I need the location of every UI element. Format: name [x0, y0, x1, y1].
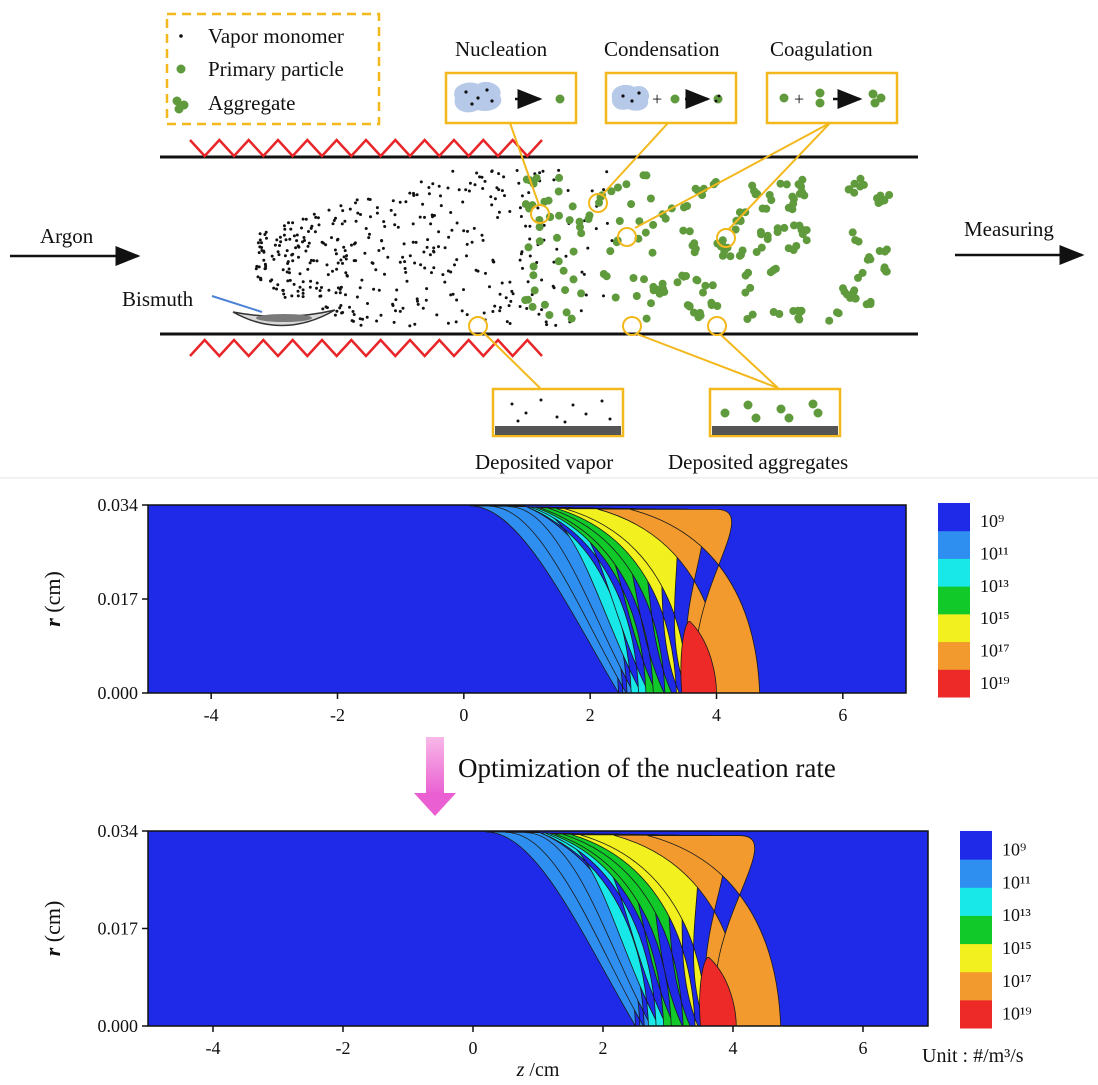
x-tick-label: -4 [206, 1038, 221, 1058]
colorbar-swatch [960, 971, 992, 1001]
colorbar-label: 10⁹ [1002, 839, 1026, 859]
coagulation-title: Coagulation [770, 37, 873, 61]
colorbar-swatch [938, 641, 970, 670]
legend-box [165, 12, 381, 126]
colorbar-label: 10¹¹ [1002, 872, 1031, 892]
colorbar-swatch [960, 999, 992, 1029]
contour-band-3 [524, 832, 652, 1026]
colorbar-swatch [938, 613, 970, 643]
colorbar-swatch [960, 887, 992, 916]
colorbar-label: 10¹⁷ [1002, 971, 1032, 991]
measuring-label: Measuring [964, 217, 1054, 241]
colorbar-label: 10¹⁹ [1002, 1004, 1032, 1024]
optimization-arrow [414, 737, 456, 816]
contour-core [680, 620, 717, 693]
x-tick-label: 0 [459, 705, 468, 725]
x-tick-label: 2 [599, 1038, 608, 1058]
x-axis-label: z /cm [516, 1059, 560, 1081]
y-tick-label: 0.000 [98, 1016, 139, 1036]
contour-band-12 [647, 835, 782, 1026]
y-axis-label: r (cm) [40, 901, 65, 957]
coagulation-inset: + [765, 71, 899, 125]
x-tick-label: -4 [204, 705, 219, 725]
colorbar-label: 10¹⁵ [1002, 938, 1032, 958]
deposited-aggregates-inset [708, 387, 842, 438]
contour-band-4 [526, 506, 642, 693]
colorbar-label: 10⁹ [980, 511, 1004, 531]
colorbar-label: 10¹⁷ [980, 641, 1010, 661]
y-tick-label: 0.017 [98, 919, 139, 939]
y-axis-label: r (cm) [40, 571, 65, 627]
x-tick-label: 0 [469, 1038, 478, 1058]
x-tick-label: 4 [712, 705, 721, 725]
vapor-monomer-symbol [179, 34, 183, 38]
legend-primary-particle: Primary particle [208, 57, 344, 81]
schematic-panel: Vapor monomer Primary particle Aggregate… [10, 12, 1085, 474]
y-tick-label: 0.034 [98, 495, 139, 515]
bismuth-label: Bismuth [122, 287, 194, 311]
nucleation-rate-plot-top: -4 -2 0 2 4 6 0.000 0.017 0.034 r (cm) 10⁹ 10¹¹ 10¹³… [40, 495, 1010, 725]
y-tick-label: 0.017 [98, 589, 139, 609]
colorbar-label: 10¹¹ [980, 544, 1009, 564]
argon-label: Argon [40, 224, 94, 248]
x-tick-label: 2 [586, 705, 595, 725]
colorbar-swatch [938, 586, 970, 615]
svg-text:+: + [794, 89, 804, 109]
y-tick-label: 0.034 [98, 821, 139, 841]
x-tick-label: 6 [859, 1038, 868, 1058]
x-tick-label: -2 [330, 705, 345, 725]
svg-text:+: + [652, 89, 662, 109]
nucleation-title: Nucleation [455, 37, 548, 61]
bismuth-pointer [211, 295, 263, 313]
x-tick-label: -2 [336, 1038, 351, 1058]
legend-aggregate: Aggregate [208, 91, 295, 115]
heater-coil-top [189, 138, 543, 158]
colorbar-label: 10¹⁹ [980, 673, 1010, 693]
colorbar-swatch [960, 831, 992, 860]
x-tick-label: 6 [838, 705, 847, 725]
bismuth-melt [256, 314, 312, 322]
unit-label: Unit : #/m³/s [922, 1045, 1024, 1067]
optimization-text: Optimization of the nucleation rate [458, 753, 836, 783]
colorbar-swatch [938, 530, 970, 559]
colorbar-label: 10¹⁵ [980, 608, 1010, 628]
colorbar-swatch [960, 915, 992, 945]
colorbar-swatch [938, 558, 970, 587]
y-tick-label: 0.000 [98, 683, 139, 703]
colorbar-swatch [938, 669, 970, 698]
nucleation-rate-plot-bottom: -4 -2 0 2 4 6 0.000 0.017 0.034 r (cm) z /cm 10⁹ 10¹… [40, 821, 1032, 1081]
contour-core [699, 956, 737, 1026]
x-tick-label: 4 [729, 1038, 738, 1058]
colorbar-label: 10¹³ [1002, 905, 1031, 925]
condensation-inset: + [604, 71, 738, 125]
contour-band-4 [541, 832, 660, 1026]
primary-particle-symbol [176, 64, 186, 74]
particle-cloud [254, 168, 894, 328]
deposited-vapor-inset [491, 387, 625, 438]
colorbar-swatch [960, 943, 992, 973]
deposited-vapor-label: Deposited vapor [475, 450, 613, 474]
legend-vapor-monomer: Vapor monomer [208, 24, 344, 48]
heater-coil-bottom [189, 338, 543, 358]
condensation-title: Condensation [604, 37, 720, 61]
contour-band-12 [630, 508, 761, 693]
deposited-aggregates-label: Deposited aggregates [668, 450, 848, 474]
callouts [468, 122, 831, 389]
colorbar-swatch [960, 859, 992, 888]
colorbar-swatch [938, 503, 970, 532]
aggregate-symbol [172, 96, 189, 114]
colorbar-label: 10¹³ [980, 576, 1009, 596]
nucleation-inset [444, 71, 578, 125]
